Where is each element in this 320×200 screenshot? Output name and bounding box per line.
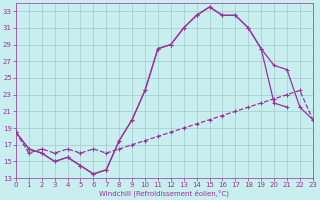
- X-axis label: Windchill (Refroidissement éolien,°C): Windchill (Refroidissement éolien,°C): [100, 190, 229, 197]
